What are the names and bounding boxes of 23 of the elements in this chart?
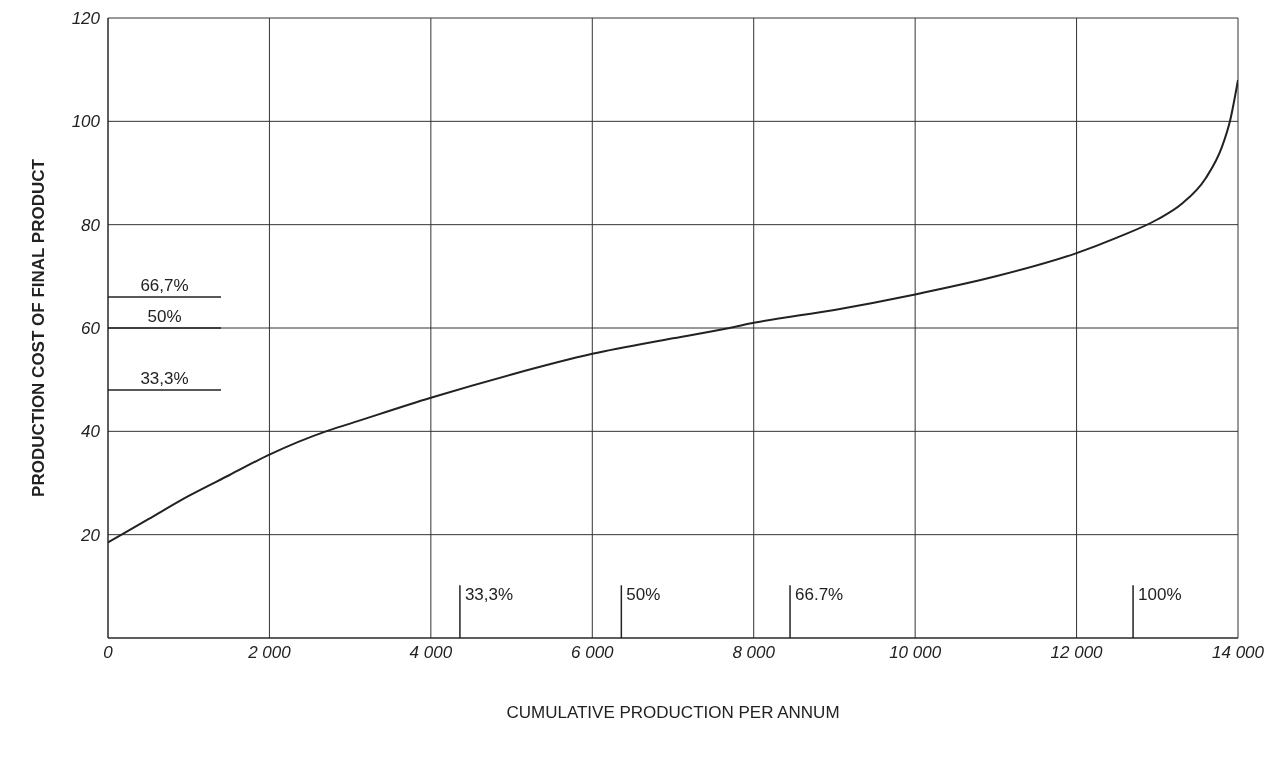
annotation: 66,7% [140,276,189,295]
x-tick-label: 6 000 [571,643,615,663]
y-tick-label: 20 [80,525,101,545]
y-axis-title: PRODUCTION COST OF FINAL PRODUCT [29,158,49,497]
annotation: 50% [147,307,182,326]
y-tick-label: 60 [81,319,101,339]
x-tick-label: 10 000 [889,643,942,663]
x-tick-label: 0 [103,643,114,663]
x-tick-label: 14 000 [1212,643,1265,663]
x-tick-label: 12 000 [1050,643,1104,663]
y-tick-label: 80 [81,215,101,235]
x-axis-title: CUMULATIVE PRODUCTION PER ANNUM [506,703,840,722]
annotation: 66.7% [795,585,844,605]
x-tick-label: 2 000 [247,643,292,663]
annotation: 100% [1138,585,1182,605]
y-tick-label: 100 [71,112,101,132]
x-tick-label: 4 000 [409,643,453,663]
annotation: 33,3% [140,369,189,388]
y-tick-label: 120 [71,9,101,29]
annotation: 33,3% [464,585,514,605]
y-tick-label: 40 [81,422,101,442]
x-tick-label: 8 000 [732,643,776,663]
annotation: 50% [626,585,661,605]
